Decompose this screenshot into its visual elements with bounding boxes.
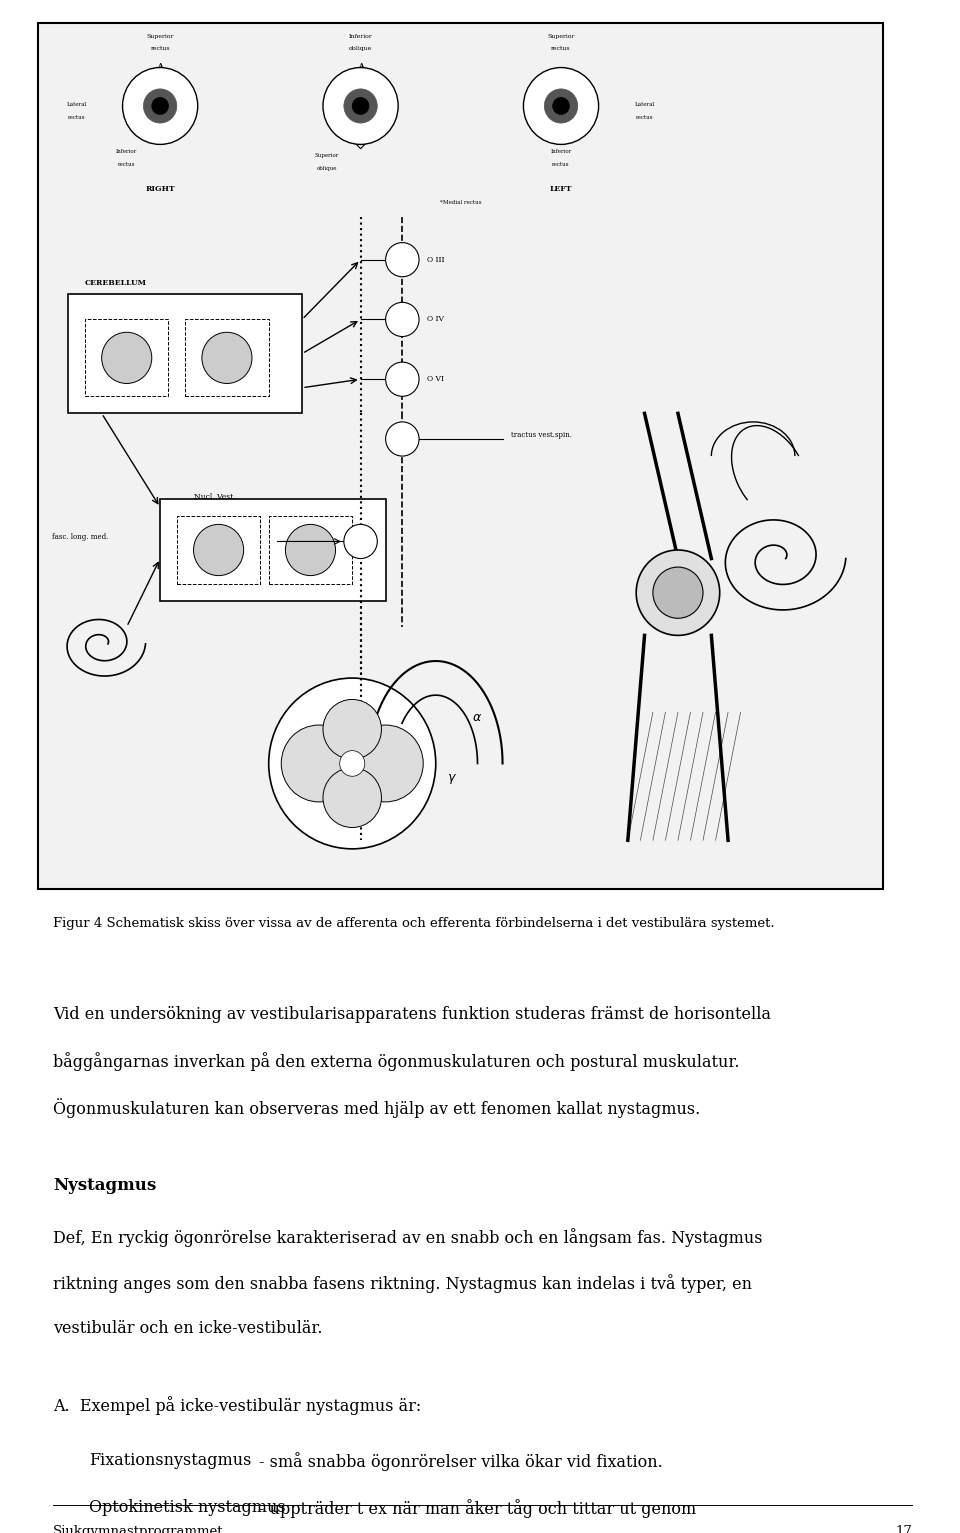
Text: Fixationsnystagmus: Fixationsnystagmus <box>89 1452 252 1469</box>
Bar <box>177 515 260 584</box>
Text: Lateral: Lateral <box>635 103 655 107</box>
Text: 17: 17 <box>895 1525 912 1533</box>
Text: Def, En ryckig ögonrörelse karakteriserad av en snabb och en långsam fas. Nystag: Def, En ryckig ögonrörelse karakterisera… <box>53 1228 762 1246</box>
Text: tractus vest.spin.: tractus vest.spin. <box>511 431 572 438</box>
Text: båggångarnas inverkan på den externa ögonmuskulaturen och postural muskulatur.: båggångarnas inverkan på den externa ögo… <box>53 1052 739 1070</box>
Text: Superior: Superior <box>547 34 575 38</box>
Circle shape <box>269 678 436 849</box>
Text: riktning anges som den snabba fasens riktning. Nystagmus kan indelas i två typer: riktning anges som den snabba fasens rik… <box>53 1274 752 1292</box>
Bar <box>160 498 386 601</box>
Circle shape <box>636 550 720 635</box>
Text: rectus: rectus <box>551 46 571 52</box>
Circle shape <box>102 333 152 383</box>
Text: A: A <box>358 133 363 143</box>
Circle shape <box>323 768 381 828</box>
Text: - små snabba ögonrörelser vilka ökar vid fixation.: - små snabba ögonrörelser vilka ökar vid… <box>259 1452 663 1470</box>
Circle shape <box>344 89 377 123</box>
Bar <box>68 294 302 414</box>
Text: rectus: rectus <box>118 162 135 167</box>
Circle shape <box>123 67 198 144</box>
Circle shape <box>344 524 377 558</box>
Text: Inferior: Inferior <box>550 149 571 153</box>
Circle shape <box>523 67 599 144</box>
Text: fasc. long. med.: fasc. long. med. <box>52 533 108 541</box>
Circle shape <box>340 751 365 776</box>
Text: Lateral: Lateral <box>66 103 86 107</box>
Text: oblique: oblique <box>317 166 337 172</box>
Text: Nucl. Vest.: Nucl. Vest. <box>194 492 235 501</box>
Text: O III: O III <box>427 256 444 264</box>
Circle shape <box>143 89 177 123</box>
Circle shape <box>553 98 569 115</box>
Circle shape <box>544 89 578 123</box>
Circle shape <box>386 242 419 277</box>
Text: A: A <box>157 61 163 69</box>
Text: $\alpha$: $\alpha$ <box>472 711 483 724</box>
Text: A: A <box>358 61 363 69</box>
Circle shape <box>348 725 423 802</box>
Circle shape <box>323 67 398 144</box>
Text: Superior: Superior <box>147 34 174 38</box>
Circle shape <box>653 567 703 618</box>
Text: Figur 4 Schematisk skiss över vissa av de afferenta och efferenta förbindelserna: Figur 4 Schematisk skiss över vissa av d… <box>53 917 775 929</box>
Bar <box>85 319 169 397</box>
Text: Inferior: Inferior <box>348 34 372 38</box>
Text: Inferior: Inferior <box>116 149 137 153</box>
Text: Vid en undersökning av vestibularisapparatens funktion studeras främst de horiso: Vid en undersökning av vestibularisappar… <box>53 1006 771 1023</box>
Circle shape <box>352 98 369 115</box>
Text: rectus: rectus <box>552 162 570 167</box>
Text: O IV: O IV <box>427 316 444 323</box>
Text: A.  Exempel på icke-vestibulär nystagmus är:: A. Exempel på icke-vestibulär nystagmus … <box>53 1397 421 1415</box>
Circle shape <box>194 524 244 575</box>
Text: RIGHT: RIGHT <box>145 185 175 193</box>
Text: LEFT: LEFT <box>550 185 572 193</box>
Text: V: V <box>157 133 163 143</box>
Circle shape <box>281 725 356 802</box>
Circle shape <box>323 699 381 759</box>
Text: Superior: Superior <box>315 153 339 158</box>
Text: rectus: rectus <box>636 115 654 120</box>
Text: Sjukgymnastprogrammet: Sjukgymnastprogrammet <box>53 1525 224 1533</box>
Bar <box>38 23 883 889</box>
Text: CEREBELLUM: CEREBELLUM <box>85 279 147 287</box>
Bar <box>185 319 269 397</box>
Text: Optokinetisk nystagmus: Optokinetisk nystagmus <box>89 1499 286 1516</box>
Bar <box>269 515 352 584</box>
Circle shape <box>202 333 252 383</box>
Text: oblique: oblique <box>348 46 372 52</box>
Circle shape <box>386 422 419 457</box>
Text: - uppträder t ex när man åker tåg och tittar ut genom: - uppträder t ex när man åker tåg och ti… <box>259 1499 696 1518</box>
Text: *Medial rectus: *Medial rectus <box>440 201 482 205</box>
Circle shape <box>386 302 419 337</box>
Text: Nystagmus: Nystagmus <box>53 1177 156 1194</box>
Text: rectus: rectus <box>68 115 85 120</box>
Circle shape <box>386 362 419 397</box>
Text: vestibulär och en icke-vestibulär.: vestibulär och en icke-vestibulär. <box>53 1320 323 1337</box>
Text: rectus: rectus <box>151 46 170 52</box>
Circle shape <box>152 98 169 115</box>
Text: $\gamma$: $\gamma$ <box>447 771 457 785</box>
Circle shape <box>285 524 336 575</box>
Text: M.R.: M.R. <box>353 123 368 129</box>
Text: Ögonmuskulaturen kan observeras med hjälp av ett fenomen kallat nystagmus.: Ögonmuskulaturen kan observeras med hjäl… <box>53 1098 700 1118</box>
Text: O VI: O VI <box>427 376 444 383</box>
